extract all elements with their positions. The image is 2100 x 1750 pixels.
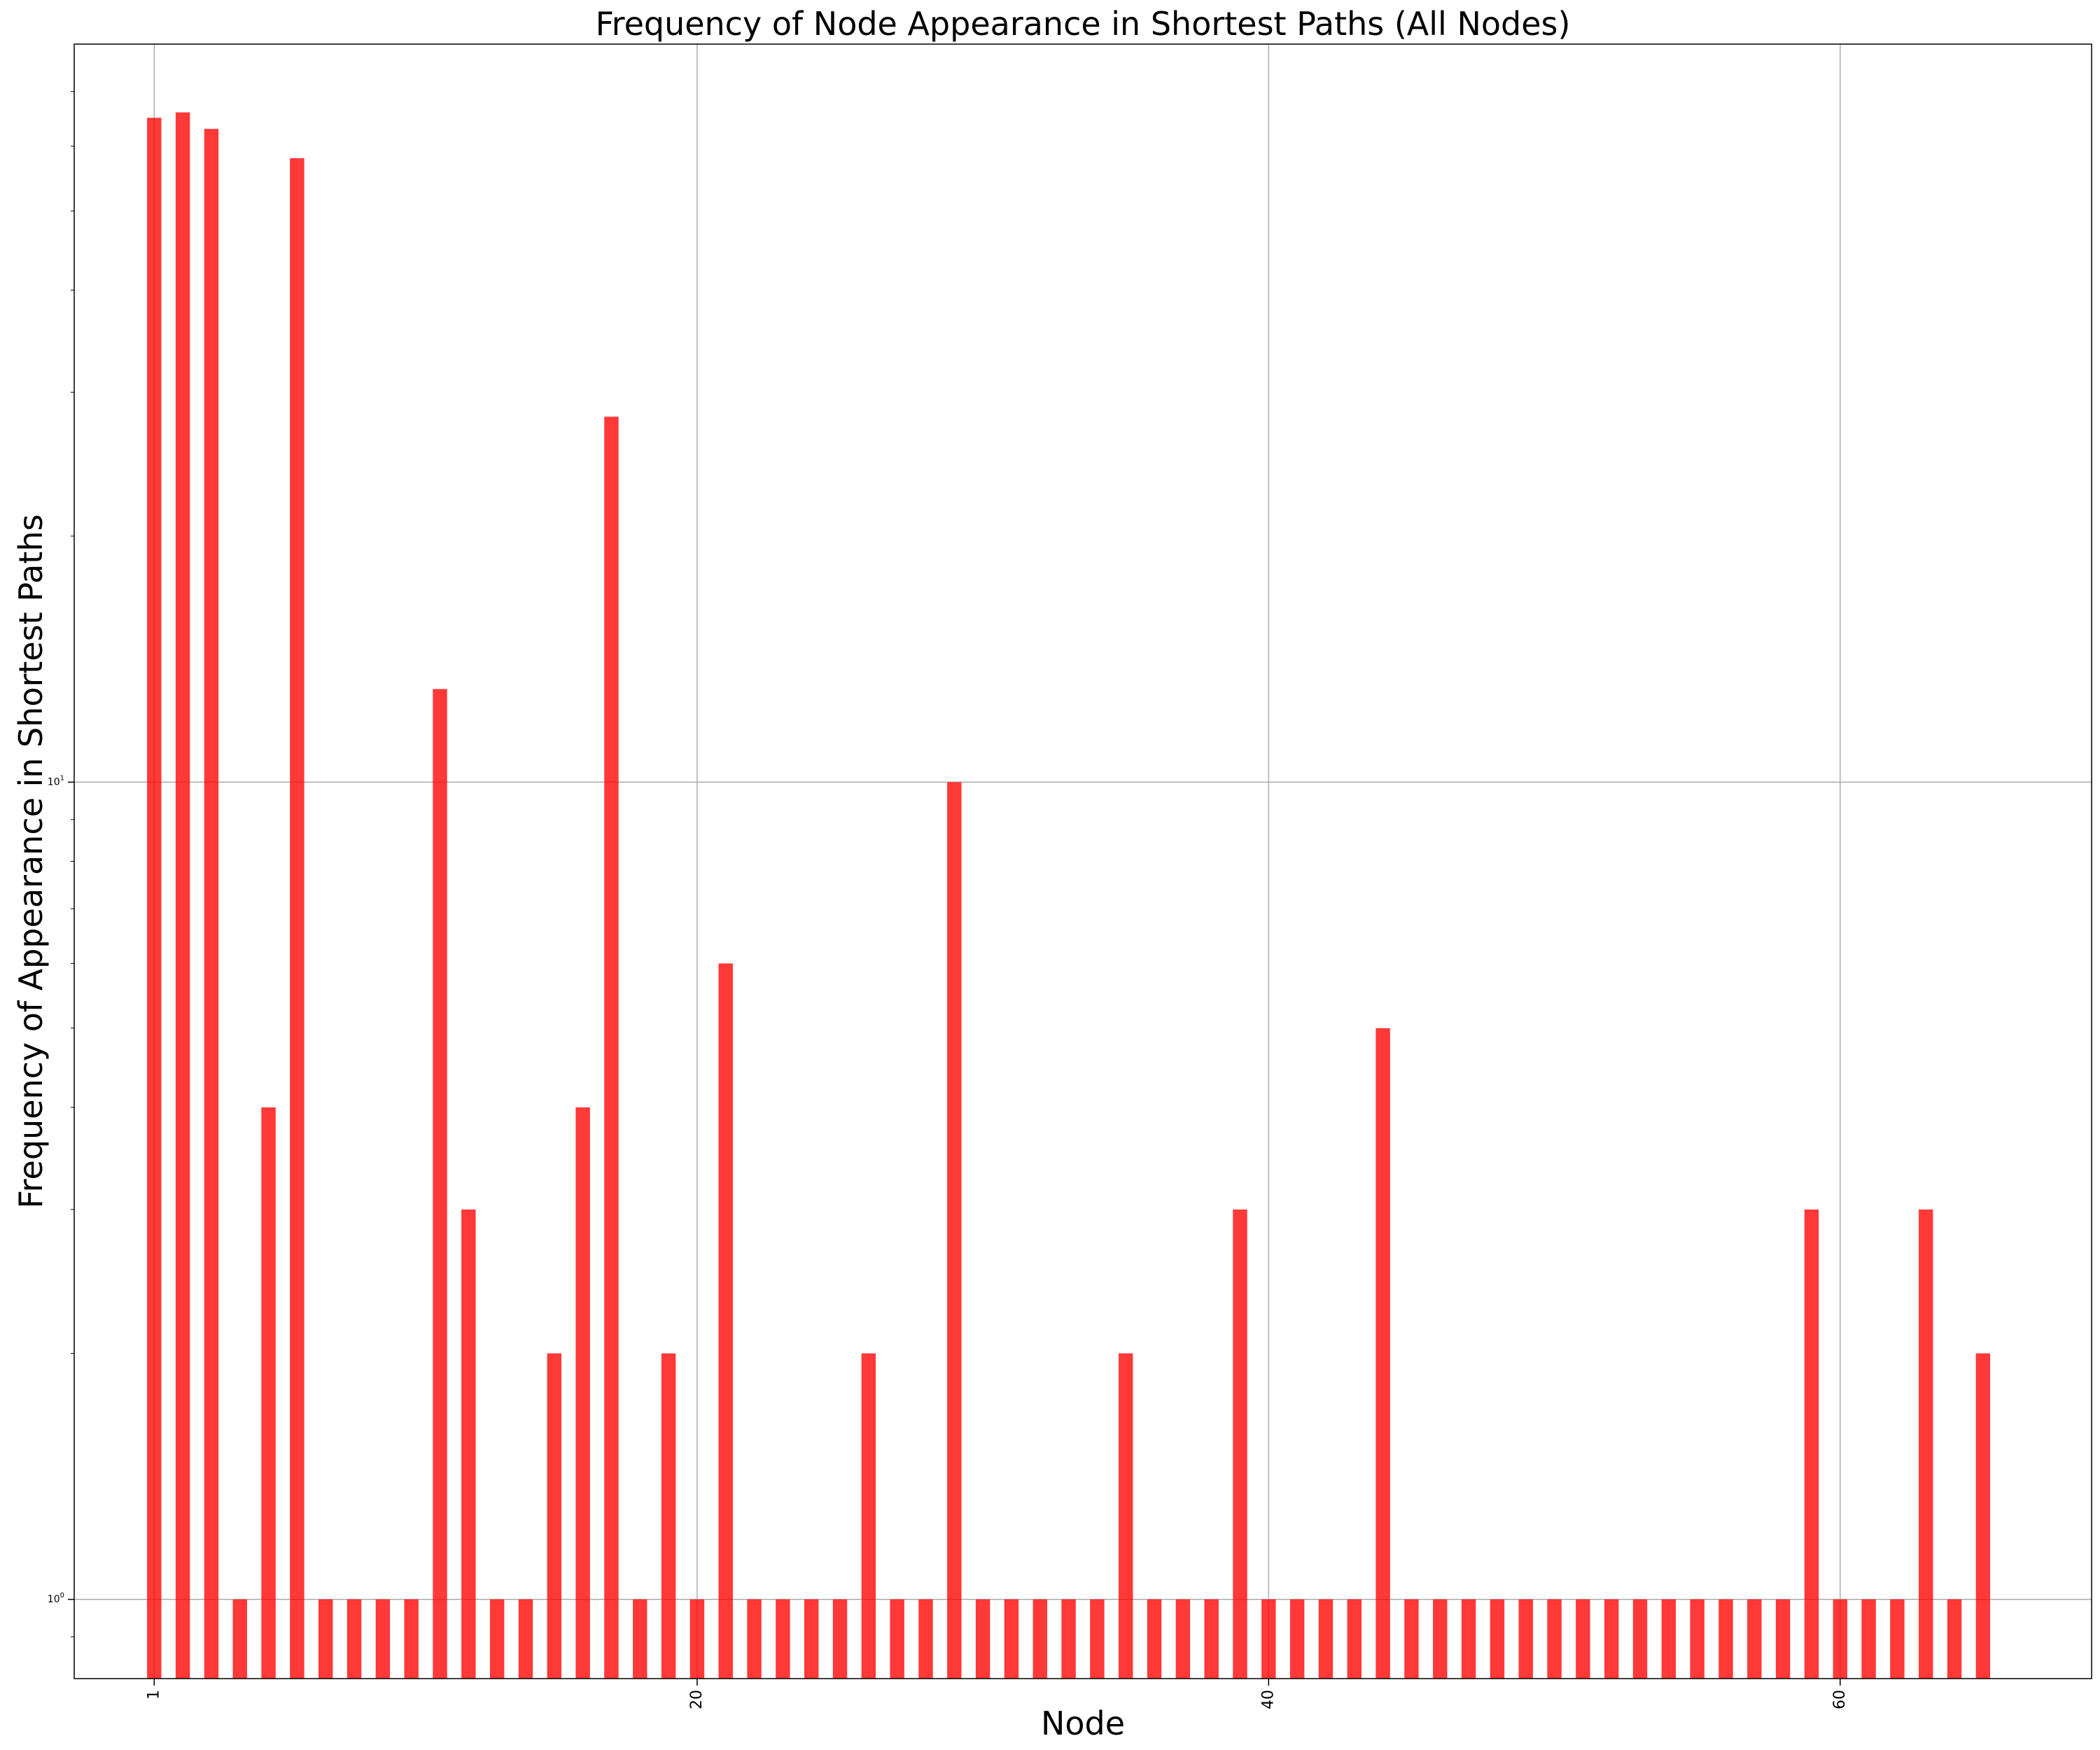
bar (975, 1599, 990, 1679)
bar (346, 1599, 362, 1679)
bar (1833, 1599, 1847, 1679)
bar (1604, 1599, 1619, 1679)
bar (1461, 1599, 1476, 1679)
bar (547, 1353, 562, 1679)
bar (1147, 1599, 1162, 1679)
bar (661, 1353, 676, 1679)
x-axis-label: Node (1041, 1704, 1125, 1742)
bar (1747, 1599, 1762, 1679)
bar (1975, 1353, 1991, 1679)
bar (1433, 1599, 1448, 1679)
bar (890, 1599, 904, 1679)
grid (74, 44, 2092, 1679)
bar (1632, 1599, 1648, 1679)
bar (604, 416, 619, 1679)
bar (1804, 1209, 1819, 1679)
bar (690, 1599, 705, 1679)
bar (1775, 1599, 1791, 1679)
bar (575, 1107, 590, 1679)
bar (1718, 1599, 1733, 1679)
bar (232, 1599, 247, 1679)
y-tick-label: 101 (48, 774, 64, 788)
bar (747, 1599, 762, 1679)
plot-frame (74, 43, 2092, 1679)
x-ticks: 1 20 40 60 (145, 1679, 1849, 1709)
x-tick-label: 20 (688, 1690, 706, 1709)
bar (1890, 1599, 1905, 1679)
bar (375, 1599, 391, 1679)
chart-title: Frequency of Node Appearance in Shortest… (596, 5, 1571, 43)
x-tick-label: 40 (1259, 1690, 1277, 1709)
bar (433, 689, 447, 1679)
bar (1376, 1028, 1390, 1679)
bar (918, 1599, 933, 1679)
bar (489, 1599, 505, 1679)
bar (204, 129, 219, 1679)
bar (1347, 1599, 1362, 1679)
bar (175, 112, 190, 1679)
bar (1289, 1599, 1305, 1679)
bar (1004, 1599, 1019, 1679)
bar (1861, 1599, 1876, 1679)
y-ticks: 100 101 (48, 91, 74, 1637)
bar (1175, 1599, 1191, 1679)
bar (1061, 1599, 1076, 1679)
bar (518, 1599, 533, 1679)
bar (718, 963, 733, 1679)
x-tick-label: 1 (145, 1690, 162, 1700)
bar (633, 1599, 648, 1679)
bar (318, 1599, 333, 1679)
bar (1119, 1353, 1133, 1679)
bar (461, 1209, 476, 1679)
bar (1690, 1599, 1704, 1679)
bar (1204, 1599, 1219, 1679)
bar (947, 782, 962, 1679)
bar (832, 1599, 848, 1679)
x-tick-label: 60 (1831, 1690, 1849, 1709)
bar (1947, 1599, 1962, 1679)
bar (1404, 1599, 1419, 1679)
bar (776, 1599, 790, 1679)
bar (290, 158, 304, 1679)
bar (1032, 1599, 1047, 1679)
bar (861, 1353, 876, 1679)
bar (1261, 1599, 1276, 1679)
bar (1490, 1599, 1505, 1679)
bar (1547, 1599, 1562, 1679)
bar (147, 118, 162, 1679)
bar (1661, 1599, 1676, 1679)
bars (147, 112, 1991, 1679)
bar (261, 1107, 276, 1679)
y-axis-label: Frequency of Appearance in Shortest Path… (12, 514, 50, 1209)
bar (1090, 1599, 1105, 1679)
bar (1233, 1209, 1247, 1679)
bar (1919, 1209, 1933, 1679)
bar (404, 1599, 419, 1679)
bar (1518, 1599, 1533, 1679)
bar (1318, 1599, 1334, 1679)
bar (804, 1599, 819, 1679)
y-tick-label: 100 (48, 1592, 64, 1605)
bar (1576, 1599, 1590, 1679)
